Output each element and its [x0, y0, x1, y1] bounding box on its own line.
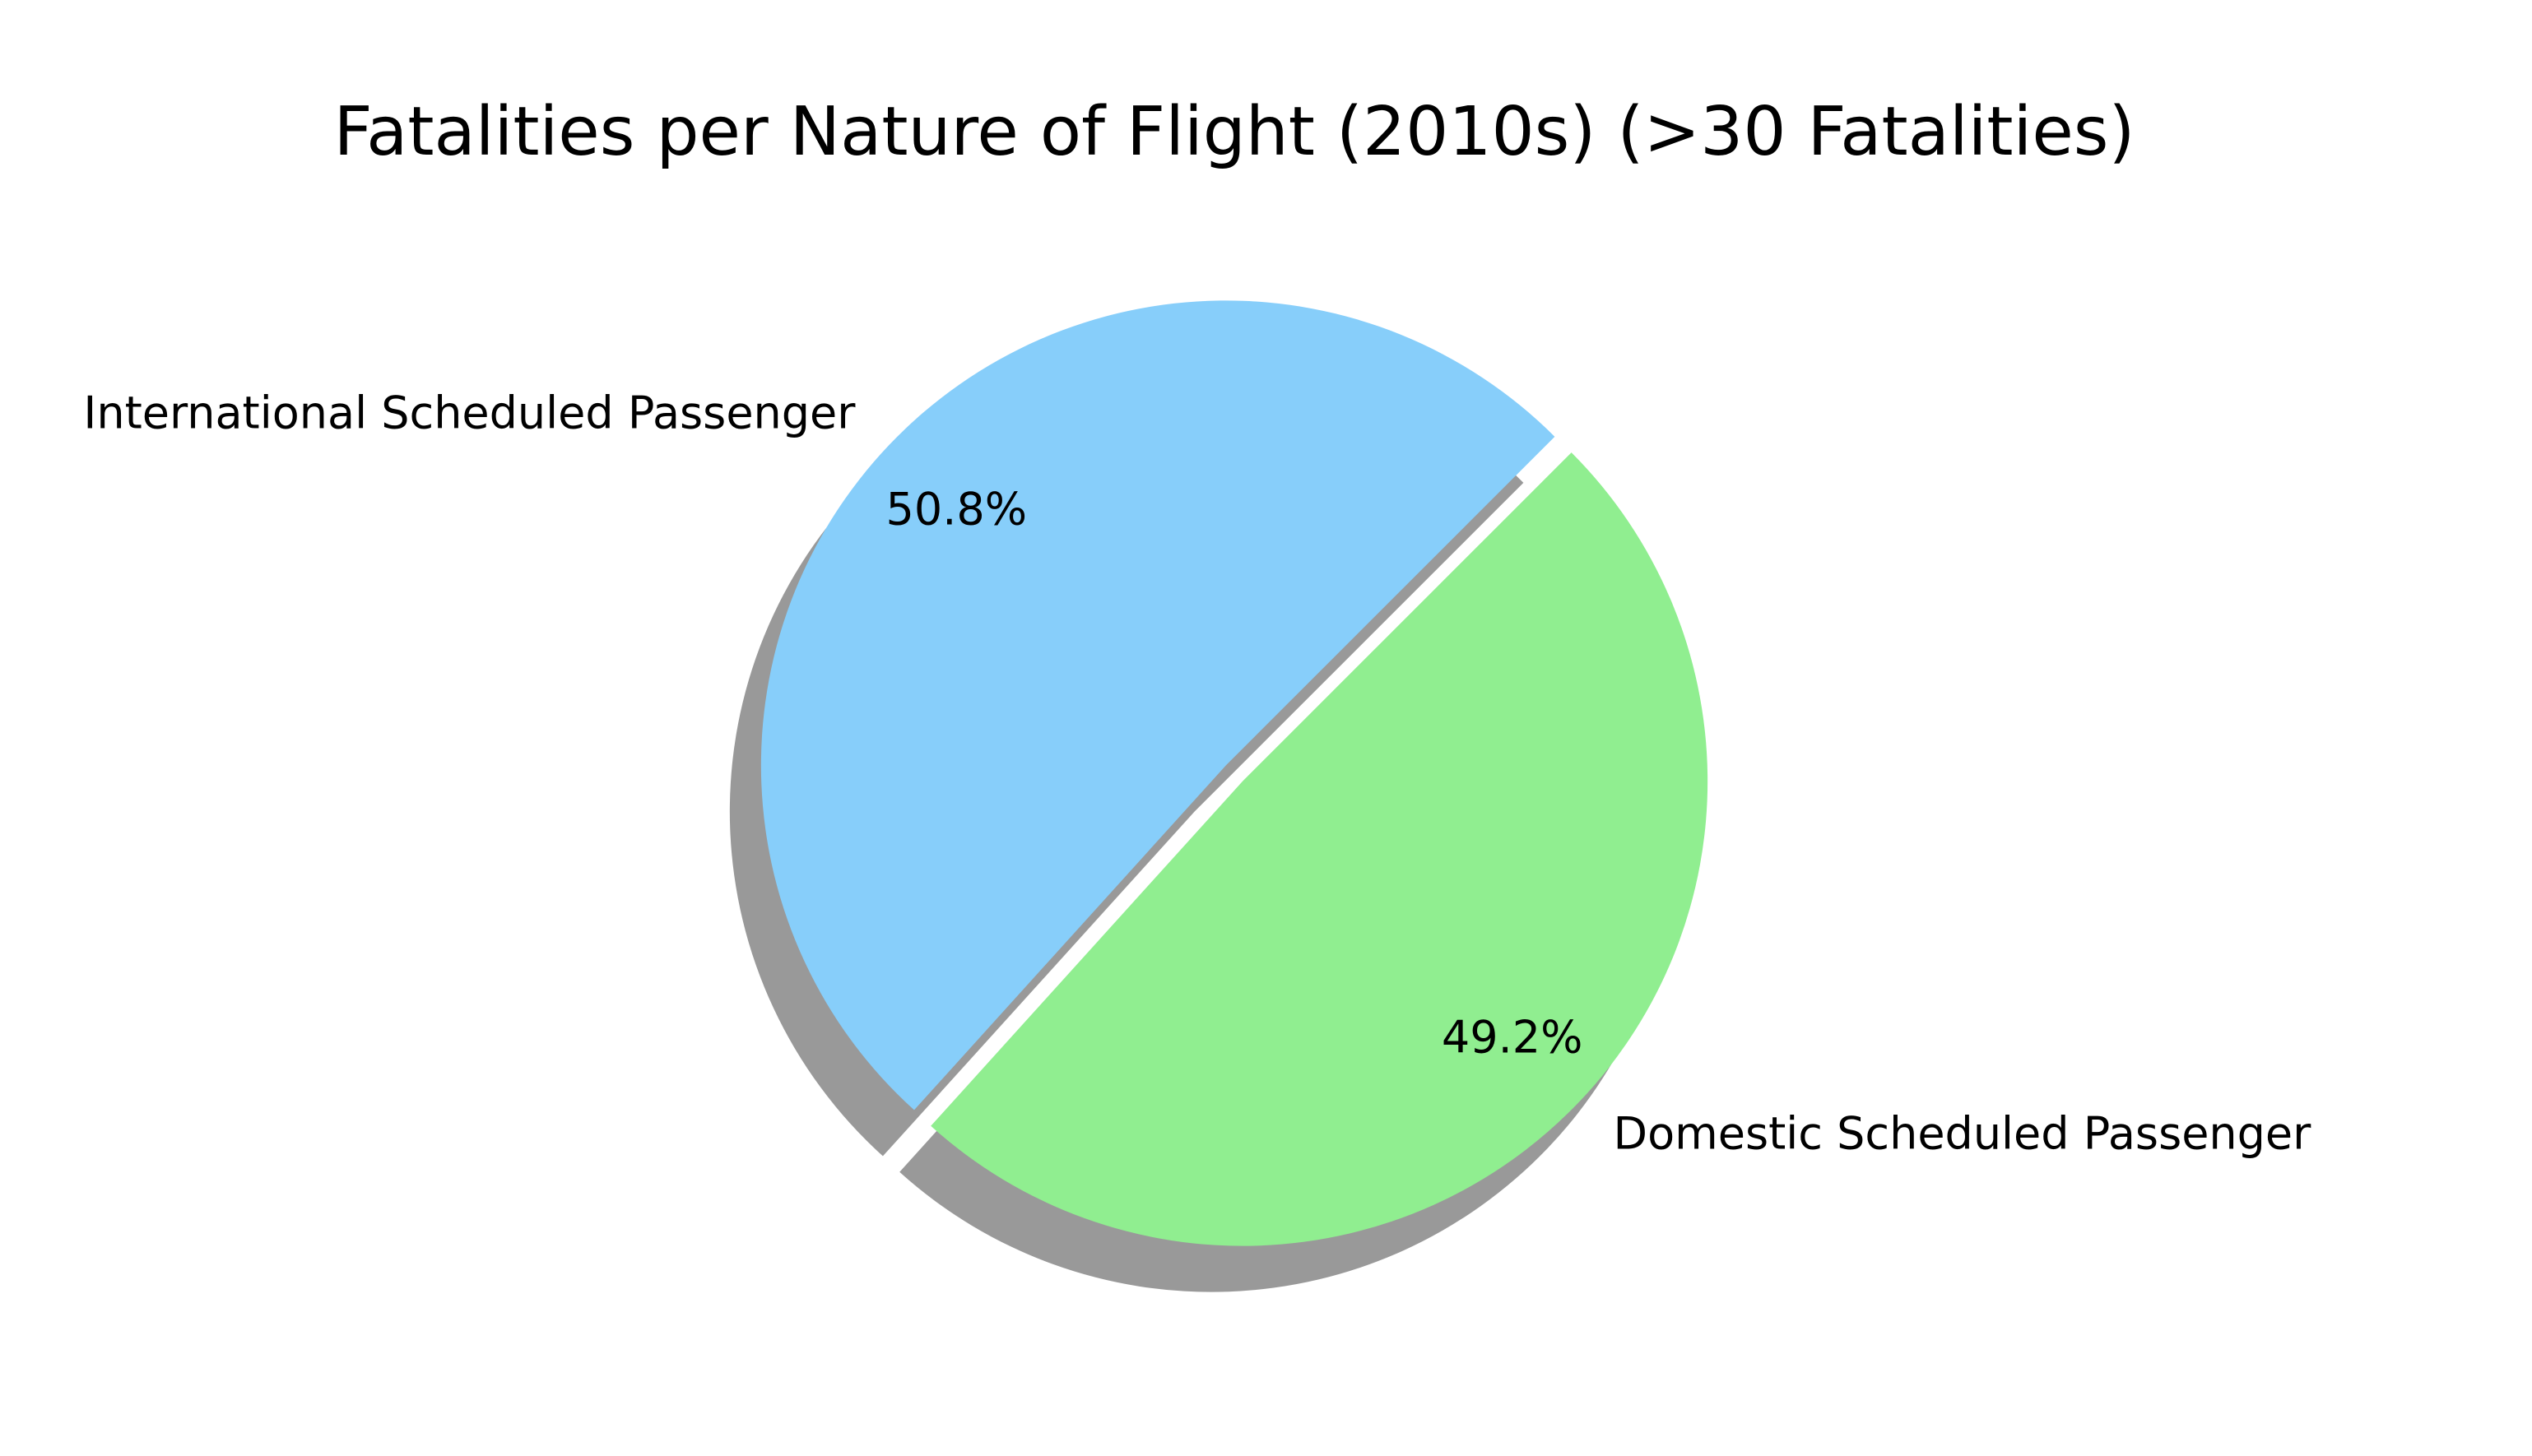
pie-labels: 50.8% International Scheduled Passenger 49…: [83, 387, 2311, 1160]
chart-title: Fatalities per Nature of Flight (2010s) …: [333, 93, 2135, 171]
slice-domestic-scheduled-passenger: [931, 452, 1708, 1246]
pie-slices: [760, 300, 1708, 1246]
pct-label-domestic-scheduled-passenger: 49.2%: [1442, 1012, 1583, 1064]
pct-label-international-scheduled-passenger: 50.8%: [886, 483, 1028, 535]
slice-international-scheduled-passenger: [760, 300, 1555, 1111]
category-label-domestic-scheduled-passenger: Domestic Scheduled Passenger: [1614, 1107, 2312, 1159]
category-label-international-scheduled-passenger: International Scheduled Passenger: [83, 387, 856, 439]
